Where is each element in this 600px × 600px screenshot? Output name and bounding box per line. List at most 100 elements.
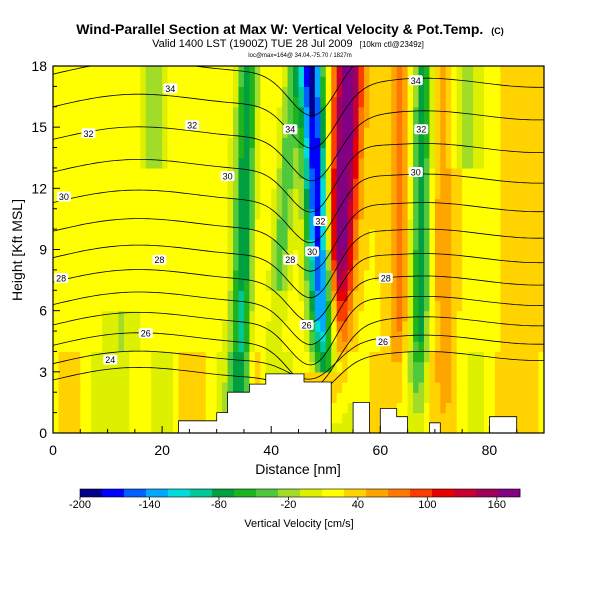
heatmap-cell [369,198,376,210]
heatmap-cell [538,269,544,281]
heatmap-cell [342,300,349,312]
heatmap-cell [162,76,169,87]
heatmap-cell [500,331,507,342]
heatmap-cell [402,300,409,312]
heatmap-cell [473,127,480,138]
heatmap-cell [511,331,518,342]
heatmap-cell [494,76,501,87]
heatmap-cell [293,188,300,200]
heatmap-cell [473,106,480,118]
heatmap-cell [456,147,463,159]
heatmap-cell [516,76,523,87]
heatmap-cell [293,259,300,271]
heatmap-cell [145,147,152,159]
heatmap-cell [265,96,272,108]
colorbar-tick-label: 40 [352,499,364,511]
heatmap-cell [309,310,316,322]
heatmap-cell [140,127,147,138]
heatmap-cell [249,218,256,230]
heatmap-cell [265,116,272,128]
heatmap-cell [440,229,447,240]
heatmap-cell [325,86,332,98]
heatmap-cell [102,86,109,98]
heatmap-cell [140,320,147,332]
heatmap-cell [413,402,420,414]
heatmap-cell [96,218,103,230]
heatmap-cell [178,147,185,159]
heatmap-cell [85,167,92,179]
heatmap-cell [440,157,447,169]
heatmap-cell [456,341,463,353]
heatmap-cell [216,198,223,210]
heatmap-cell [511,392,518,404]
heatmap-cell [113,116,120,128]
heatmap-cell [194,188,201,200]
heatmap-cell [347,259,354,271]
heatmap-cell [380,86,387,98]
heatmap-cell [162,106,169,118]
heatmap-cell [58,208,65,220]
heatmap-cell [96,86,103,98]
heatmap-cell [331,351,338,363]
heatmap-cell [309,218,316,230]
heatmap-cell [462,249,469,261]
heatmap-cell [489,167,496,179]
heatmap-cell [178,361,185,373]
x-tick-label: 60 [373,442,389,458]
heatmap-cell [85,310,92,322]
heatmap-cell [440,218,447,230]
heatmap-cell [336,412,343,424]
heatmap-cell [320,86,327,98]
heatmap-cell [402,280,409,291]
heatmap-cell [200,157,207,169]
heatmap-cell [445,402,452,414]
heatmap-cell [183,382,190,393]
heatmap-cell [85,259,92,271]
heatmap-cell [222,157,229,169]
heatmap-cell [271,188,278,200]
heatmap-cell [423,249,431,261]
heatmap-cell [358,178,365,189]
heatmap-cell [123,127,130,138]
heatmap-cell [440,188,447,200]
heatmap-cell [505,351,512,363]
heatmap-cell [325,290,332,302]
heatmap-cell [173,280,180,291]
heatmap-cell [107,66,114,77]
heatmap-cell [374,259,381,271]
heatmap-cell [342,392,349,404]
heatmap-cell [396,218,403,230]
contour-label-bg [81,128,96,139]
heatmap-cell [467,229,474,240]
heatmap-cell [211,290,218,302]
heatmap-cell [396,361,403,373]
heatmap-cell [102,137,109,149]
heatmap-cell [298,239,305,251]
heatmap-cell [265,280,272,291]
heatmap-cell [205,392,212,404]
heatmap-cell [271,76,278,87]
heatmap-cell [173,422,180,433]
heatmap-cell [342,310,349,322]
heatmap-cell [347,188,354,200]
heatmap-cell [58,198,65,210]
heatmap-cell [423,157,431,169]
heatmap-cell [429,259,436,271]
heatmap-cell [451,116,458,128]
heatmap-cell [505,218,512,230]
heatmap-cell [369,331,376,342]
heatmap-cell [260,106,267,118]
heatmap-cell [211,310,218,322]
heatmap-cell [456,167,463,179]
heatmap-cell [129,269,136,281]
heatmap-cell [140,361,147,373]
heatmap-cell [74,116,81,128]
heatmap-cell [451,382,458,393]
heatmap-cell [369,239,376,251]
heatmap-cell [407,331,414,342]
colorbar-swatch [344,489,367,497]
heatmap-cell [505,259,512,271]
heatmap-cell [467,157,474,169]
contour-line [53,228,544,299]
